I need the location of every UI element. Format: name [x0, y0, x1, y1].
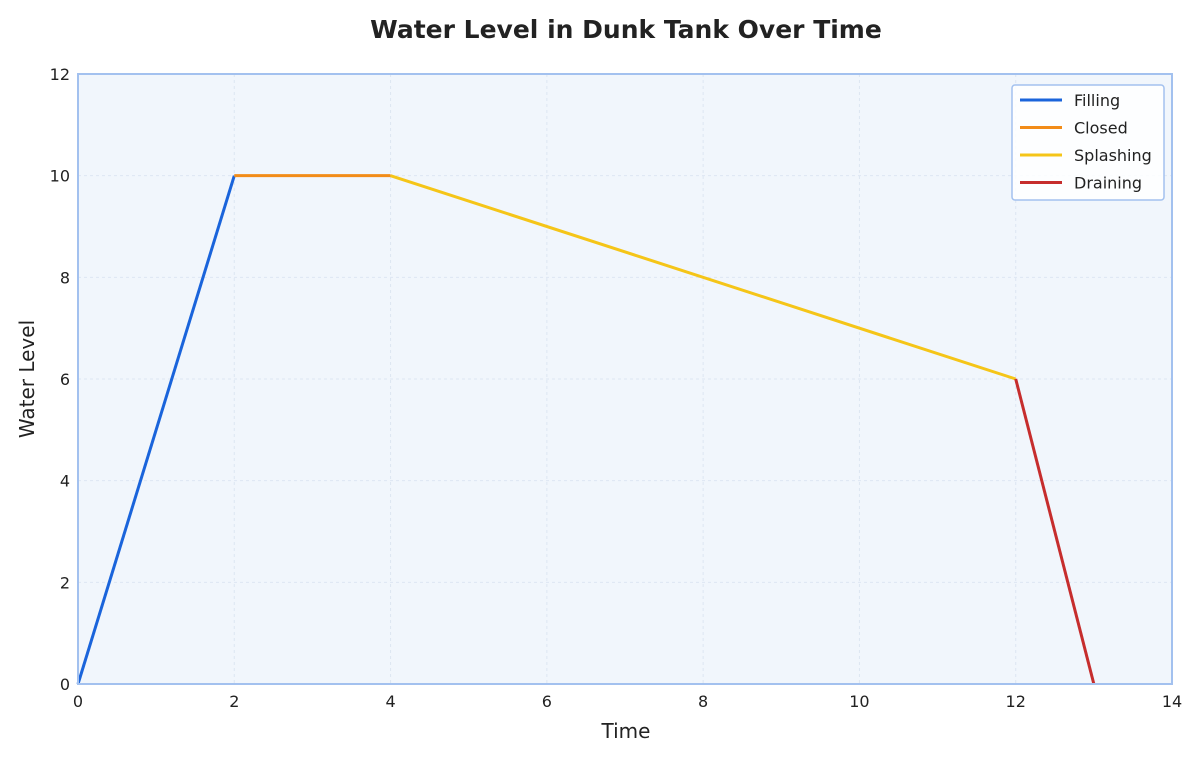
plot-border: [77, 73, 1173, 685]
series-line-filling: [76, 175, 236, 685]
legend-label-splashing: Splashing: [1074, 146, 1152, 165]
y-tick-label: 8: [60, 268, 70, 287]
y-tick-label: 2: [60, 573, 70, 592]
x-tick-label: 4: [385, 692, 395, 711]
legend-box: [1011, 84, 1165, 201]
x-tick-label: 12: [1006, 692, 1026, 711]
y-tick-label: 10: [50, 167, 70, 186]
y-tick-label: 6: [60, 370, 70, 389]
axis-ticks: 0 2 4 6 8 10 12 14 0 2 4 6 8 10 12: [50, 65, 1183, 711]
y-tick-label: 0: [60, 675, 70, 694]
x-axis-label: Time: [601, 719, 651, 743]
series-line-draining: [1014, 378, 1096, 685]
x-tick-label: 10: [849, 692, 869, 711]
x-tick-label: 0: [73, 692, 83, 711]
y-tick-label: 4: [60, 472, 70, 491]
legend-label-closed: Closed: [1074, 119, 1128, 138]
y-axis-label: Water Level: [15, 320, 39, 438]
x-tick-label: 8: [698, 692, 708, 711]
legend-label-draining: Draining: [1074, 174, 1142, 193]
series-lines: [76, 174, 1096, 685]
x-tick-label: 6: [542, 692, 552, 711]
y-tick-label: 12: [50, 65, 70, 84]
chart-title: Water Level in Dunk Tank Over Time: [370, 15, 882, 44]
x-tick-label: 2: [229, 692, 239, 711]
legend-label-filling: Filling: [1074, 91, 1120, 110]
series-line-splashing: [390, 174, 1017, 381]
legend: Filling Closed Splashing Draining: [1011, 84, 1165, 201]
x-tick-label: 14: [1162, 692, 1182, 711]
